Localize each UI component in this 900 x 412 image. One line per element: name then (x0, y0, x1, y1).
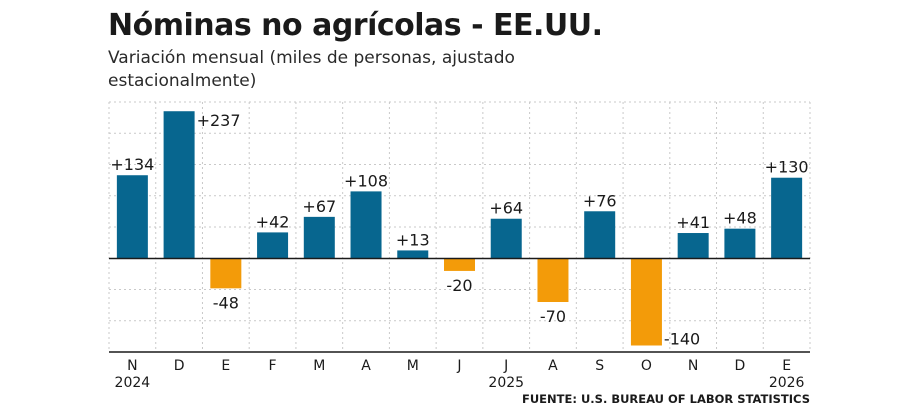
bars (116, 111, 803, 346)
data-label: -140 (664, 329, 700, 348)
data-label: +41 (676, 213, 710, 232)
bar (630, 258, 662, 346)
year-label: 2025 (488, 375, 524, 391)
x-axis (109, 257, 810, 353)
bar (257, 232, 289, 259)
year-label: 2024 (115, 375, 151, 391)
bar (771, 177, 803, 259)
tick-label: E (782, 358, 791, 374)
bar (163, 111, 195, 259)
tick-label: O (641, 358, 652, 374)
tick-label: M (407, 358, 419, 374)
tick-label: N (688, 358, 698, 374)
data-label: +13 (396, 230, 430, 249)
tick-label: D (174, 358, 185, 374)
bar (584, 211, 616, 259)
data-label: +64 (489, 199, 523, 218)
bar (677, 233, 709, 259)
bar (210, 258, 242, 289)
data-label: -70 (540, 307, 566, 326)
bar (303, 216, 335, 259)
data-labels: +134 +237 -48 +42 +67 +108 +13 -20 +64 -70 +76 -140… (110, 111, 808, 348)
tick-label: E (221, 358, 230, 374)
bar (350, 191, 382, 259)
data-label: +42 (256, 212, 290, 231)
tick-label: M (313, 358, 325, 374)
bar (444, 258, 475, 271)
tick-label: D (735, 358, 746, 374)
data-label: +237 (197, 111, 241, 130)
tick-labels: N D E F M A M J J A S O N D E 2024 2025 2026 (115, 358, 805, 391)
bar (724, 228, 756, 259)
bar (397, 250, 429, 259)
data-label: -48 (213, 293, 239, 312)
tick-label: F (269, 358, 277, 374)
grid-lines (108, 101, 811, 352)
tick-label: N (127, 358, 137, 374)
year-label: 2026 (769, 375, 805, 391)
chart-subtitle: Variación mensual (miles de personas, aj… (108, 48, 515, 91)
tick-label: J (456, 358, 461, 374)
bar (537, 258, 569, 302)
bar (116, 175, 148, 259)
data-label: +134 (110, 155, 154, 174)
data-label: +108 (344, 171, 388, 190)
source-note: FUENTE: U.S. BUREAU OF LABOR STATISTICS (521, 392, 810, 406)
bar (490, 218, 522, 259)
tick-label: J (503, 358, 508, 374)
data-label: +76 (583, 191, 617, 210)
tick-label: S (595, 358, 604, 374)
tick-label: A (548, 358, 558, 374)
data-label: +130 (765, 158, 809, 177)
tick-label: A (361, 358, 371, 374)
data-label: +67 (302, 197, 336, 216)
data-label: -20 (446, 276, 472, 295)
chart-title: Nóminas no agrícolas - EE.UU. (108, 8, 603, 43)
data-label: +48 (723, 209, 757, 228)
